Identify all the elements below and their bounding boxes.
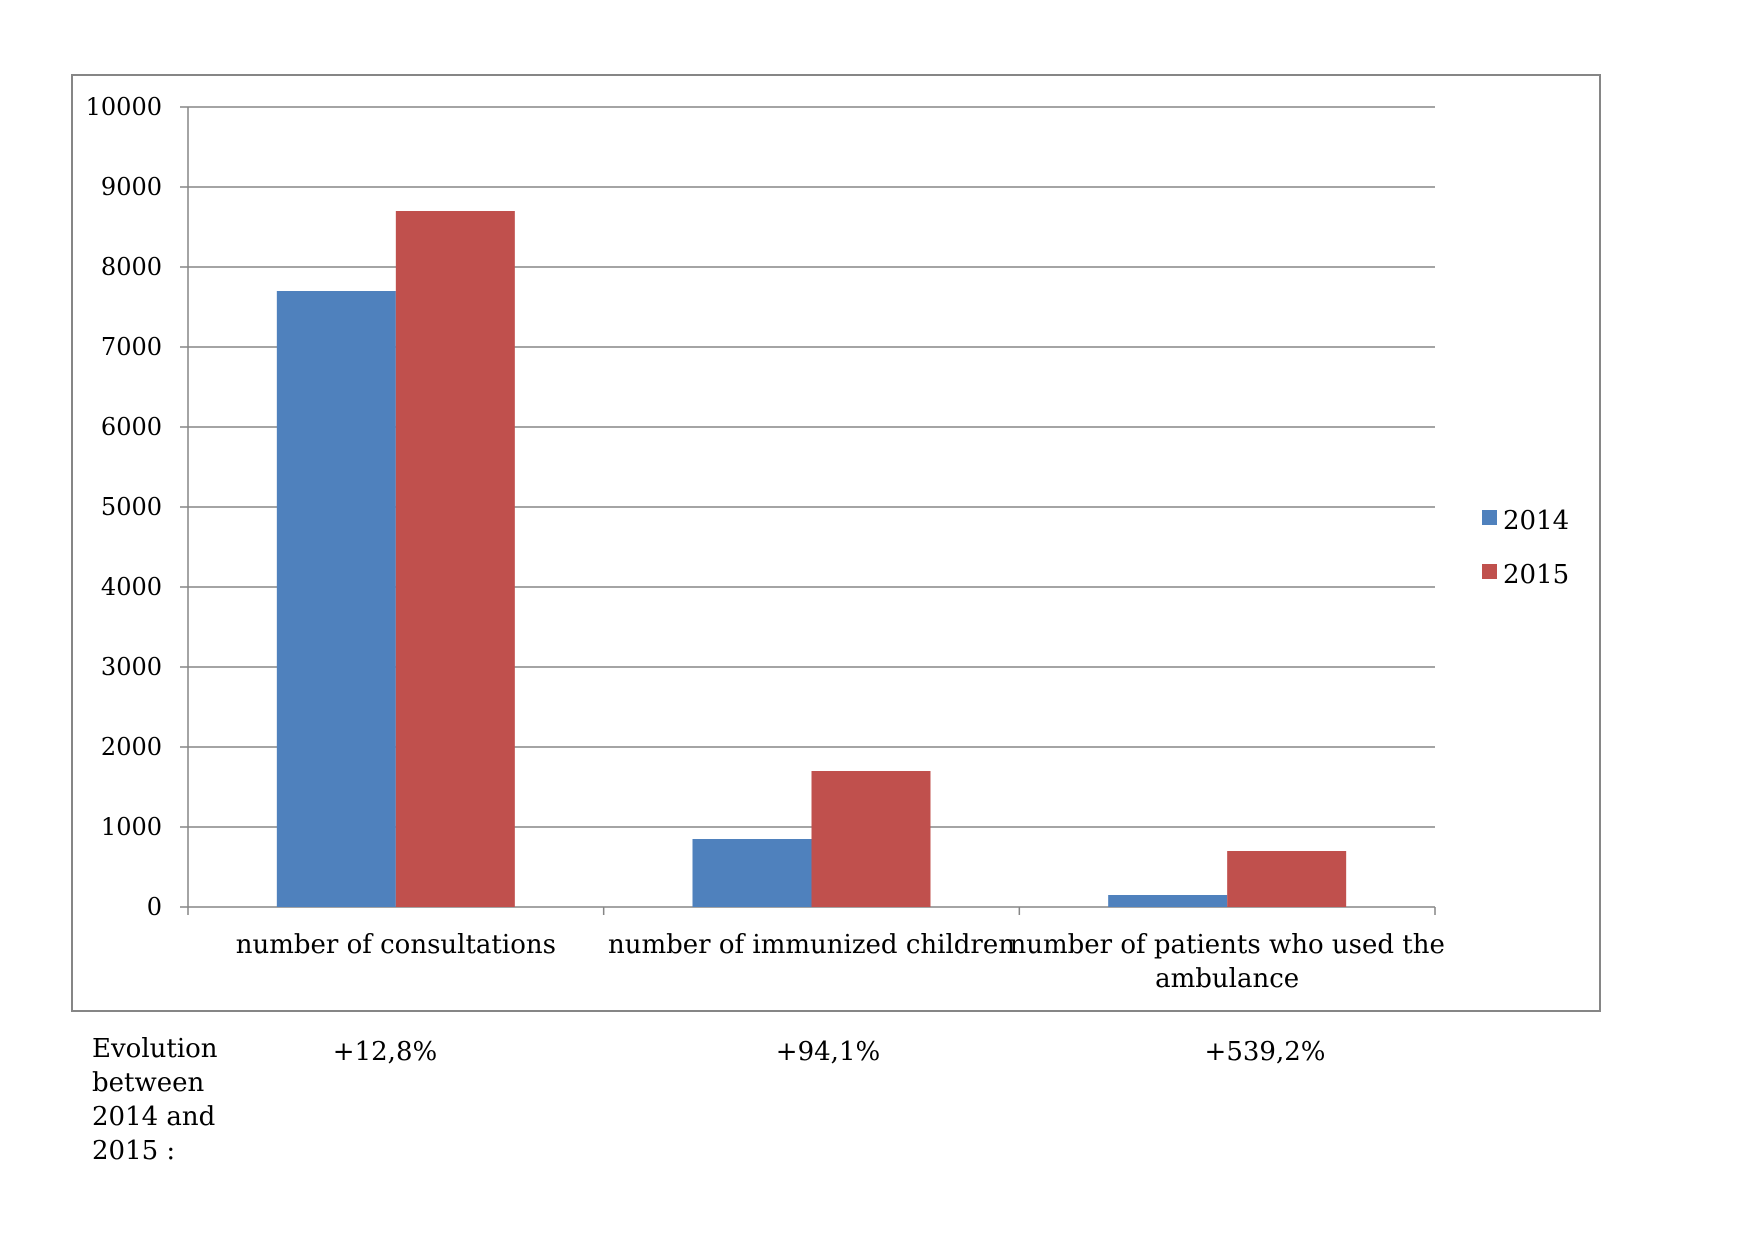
bar-2015 (395, 211, 515, 907)
bar-2015 (811, 771, 931, 907)
evolution-value: +539,2% (1204, 1037, 1326, 1067)
category-label: number of immunized children (608, 930, 1015, 960)
bar-2014 (692, 839, 812, 907)
legend: 2014 2015 (1482, 506, 1569, 590)
y-tick-label: 3000 (101, 653, 162, 681)
legend-swatch (1482, 510, 1497, 525)
y-tick-label: 5000 (101, 493, 162, 521)
bar-2014 (276, 291, 396, 907)
legend-label: 2015 (1503, 560, 1569, 590)
evolution-value: +94,1% (775, 1037, 881, 1067)
y-tick-label: 2000 (101, 733, 162, 761)
category-label: number of patients who used the ambulance (1009, 930, 1444, 994)
category-labels: number of consultations number of immuniz… (236, 930, 1445, 994)
legend-swatch (1482, 564, 1497, 579)
bars (276, 211, 1347, 907)
y-tick-label: 1000 (101, 813, 162, 841)
y-tick-label: 9000 (101, 173, 162, 201)
y-tick-label: 10000 (86, 93, 162, 121)
bar-2015 (1227, 851, 1347, 907)
bar-2014 (1108, 895, 1228, 907)
evolution-label: Evolution between 2014 and 2015 : (92, 1034, 218, 1166)
y-tick-label: 8000 (101, 253, 162, 281)
legend-label: 2014 (1503, 506, 1569, 536)
evolution-value: +12,8% (332, 1037, 438, 1067)
y-tick-label: 6000 (101, 413, 162, 441)
y-tick-label: 0 (147, 893, 162, 921)
y-axis-ticks: 0 1000 2000 3000 4000 5000 6000 7000 8000 9000 100… (86, 93, 188, 921)
category-label: number of consultations (236, 930, 556, 960)
y-tick-label: 7000 (101, 333, 162, 361)
y-tick-label: 4000 (101, 573, 162, 601)
